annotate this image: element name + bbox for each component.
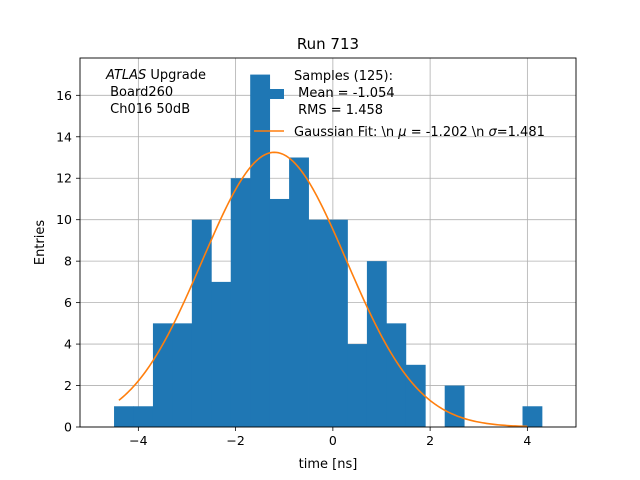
legend-fit-sigma: σ	[489, 125, 498, 140]
y-tick-label: 10	[56, 212, 72, 227]
histogram-bar	[328, 219, 348, 427]
histogram-bar	[172, 323, 193, 427]
y-tick-label: 4	[64, 337, 72, 352]
y-tick-label: 14	[56, 129, 72, 144]
y-tick-label: 8	[64, 254, 72, 269]
histogram-bar	[211, 281, 232, 427]
histogram-bar	[522, 406, 543, 427]
histogram-bar	[366, 261, 387, 427]
histogram-bars	[114, 74, 543, 428]
legend-fit-mid: = -1.202 \n	[407, 125, 489, 140]
plot-frame	[79, 57, 577, 428]
y-tick-label: 12	[56, 171, 72, 186]
histogram-bar	[152, 323, 173, 427]
axis-ticks: −4 −2 0 2 4 0 2 4 6 8 10 12 14 16	[56, 88, 531, 448]
histogram-bar	[114, 406, 134, 427]
legend-samples-line-1: Samples (125):	[294, 69, 393, 84]
annotation-upgrade: Upgrade	[146, 68, 206, 83]
y-tick-label: 2	[64, 378, 72, 393]
histogram-bar	[405, 364, 426, 427]
x-tick-label: −4	[129, 433, 147, 448]
histogram-bar	[308, 219, 329, 427]
legend-fit-suffix: =1.481	[497, 125, 545, 140]
y-tick-label: 16	[56, 88, 72, 103]
histogram-bar	[347, 344, 368, 427]
x-tick-label: 4	[523, 433, 531, 448]
histogram-bar	[230, 178, 251, 427]
histogram-bar	[133, 406, 154, 427]
atlas-annotation: ATLAS Upgrade Board260 Ch016 50dB	[105, 68, 206, 117]
annotation-atlas: ATLAS	[105, 68, 146, 83]
histogram-bar	[250, 74, 271, 428]
legend: Samples (125): Mean = -1.054 RMS = 1.458…	[254, 69, 545, 140]
annotation-line-3: Ch016 50dB	[106, 102, 190, 117]
y-tick-label: 6	[64, 295, 72, 310]
annotation-line-1: ATLAS Upgrade	[105, 68, 206, 83]
y-tick-label: 0	[64, 420, 72, 435]
histogram-bar	[191, 219, 212, 427]
gaussian-fit-curve	[118, 151, 528, 428]
histogram-bar	[269, 198, 290, 427]
legend-samples-line-3: RMS = 1.458	[294, 103, 383, 118]
histogram-bar	[289, 157, 309, 427]
x-tick-label: −2	[226, 433, 244, 448]
y-axis-label: Entries	[33, 220, 48, 266]
legend-fit-prefix: Gaussian Fit: \n	[294, 125, 398, 140]
chart-title: Run 713	[297, 35, 359, 53]
x-tick-label: 0	[329, 433, 337, 448]
x-axis-label: time [ns]	[299, 457, 358, 472]
legend-fit-label: Gaussian Fit: \n μ = -1.202 \n σ=1.481	[294, 125, 545, 140]
histogram-bar	[444, 385, 465, 427]
annotation-line-2: Board260	[106, 85, 173, 100]
legend-samples-line-2: Mean = -1.054	[294, 86, 395, 101]
legend-swatch-histogram	[254, 89, 284, 99]
legend-fit-mu: μ	[397, 125, 406, 140]
histogram-bar	[386, 323, 407, 427]
x-tick-label: 2	[426, 433, 434, 448]
